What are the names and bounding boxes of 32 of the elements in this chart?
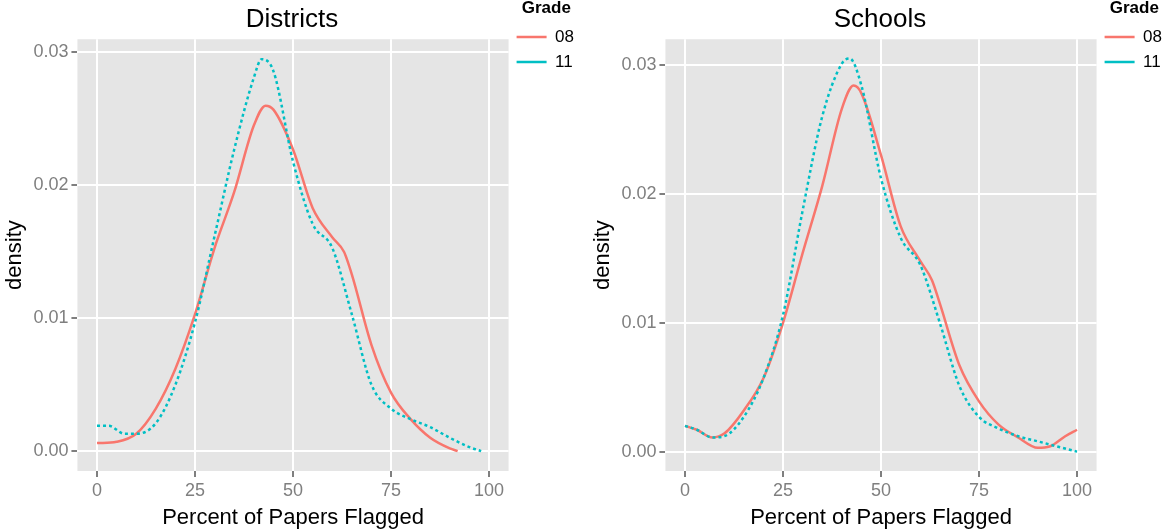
legend-label: 11 — [1143, 51, 1161, 71]
y-tick-label: 0.01 — [33, 307, 69, 328]
x-axis-title: Percent of Papers Flagged — [750, 503, 1012, 529]
x-tick-label: 100 — [1061, 479, 1093, 500]
line-series — [95, 104, 459, 453]
y-tick-label: 0.03 — [621, 53, 657, 74]
y-tick-label: 0.01 — [621, 311, 657, 332]
y-axis-title: density — [1, 220, 27, 290]
legend-label: 08 — [555, 26, 575, 46]
x-tick-label: 50 — [283, 479, 304, 500]
legend-title: Grade — [521, 0, 571, 18]
x-tick-label: 75 — [968, 479, 990, 500]
y-tick-label: 0.00 — [33, 440, 69, 461]
x-axis-title: Percent of Papers Flagged — [162, 503, 424, 529]
y-tick-label: 0.00 — [621, 440, 657, 461]
x-tick-label: 25 — [185, 479, 206, 500]
chart-title: Districts — [245, 2, 339, 33]
x-tick-label: 100 — [473, 479, 505, 500]
legend-label: 11 — [555, 51, 573, 71]
y-axis-title: density — [589, 220, 615, 290]
x-tick-label: 25 — [773, 479, 794, 500]
x-tick-label: 50 — [871, 479, 892, 500]
chart-title: Schools — [833, 2, 927, 33]
x-tick-label: 0 — [680, 479, 691, 500]
line-series — [95, 57, 483, 453]
x-tick-label: 0 — [92, 479, 103, 500]
y-tick-label: 0.03 — [33, 41, 69, 62]
y-tick-label: 0.02 — [33, 174, 69, 195]
y-tick-label: 0.02 — [621, 182, 657, 203]
legend-title: Grade — [1109, 0, 1159, 18]
legend-label: 08 — [1143, 26, 1163, 46]
x-tick-label: 75 — [380, 479, 402, 500]
